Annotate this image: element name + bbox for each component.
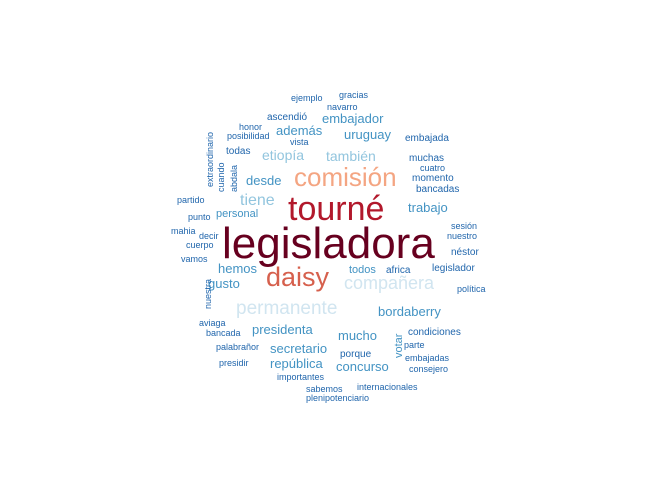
word-presidenta: presidenta	[252, 322, 313, 337]
word-extraordinario: extraordinario	[205, 132, 215, 187]
word-cuerpo: cuerpo	[186, 240, 214, 250]
word-embajada: embajada	[405, 133, 449, 144]
word-sesion: sesión	[451, 221, 477, 231]
word-gracias: gracias	[339, 90, 369, 100]
word-ademas: además	[276, 123, 323, 138]
word-ejemplo: ejemplo	[291, 93, 323, 103]
word-bordaberry: bordaberry	[378, 304, 441, 319]
word-comision: comisión	[294, 162, 397, 192]
word-personal: personal	[216, 208, 258, 220]
word-bancadas: bancadas	[416, 184, 459, 195]
word-companera: compañera	[344, 273, 435, 293]
word-permanente: permanente	[236, 298, 337, 319]
word-africa: africa	[386, 265, 411, 276]
word-nuestro: nuestro	[447, 231, 477, 241]
word-concurso: concurso	[336, 359, 389, 374]
word-hemos: hemos	[218, 261, 258, 276]
word-politica: política	[457, 284, 486, 294]
word-momento: momento	[412, 173, 454, 184]
word-legisladora: legisladora	[222, 219, 435, 268]
word-ascendio: ascendió	[267, 112, 307, 123]
word-trabajo: trabajo	[408, 200, 448, 215]
word-etiopia: etiopía	[262, 147, 304, 163]
word-abdala: abdala	[229, 165, 239, 192]
word-punto: punto	[188, 212, 211, 222]
word-palabranor: palabrañor	[216, 342, 259, 352]
word-tourne: tourné	[288, 190, 384, 228]
word-internacionales: internacionales	[357, 382, 418, 392]
word-desde: desde	[246, 173, 281, 188]
word-tiene: tiene	[240, 192, 275, 209]
word-todos: todos	[349, 264, 376, 276]
word-secretario: secretario	[270, 341, 327, 356]
word-vista: vista	[290, 137, 309, 147]
word-cuando: cuando	[216, 162, 226, 192]
word-votar: votar	[393, 333, 405, 358]
word-tambien: también	[326, 148, 376, 164]
word-todas: todas	[226, 146, 250, 157]
word-navarro: navarro	[327, 102, 358, 112]
word-condiciones: condiciones	[408, 327, 461, 338]
word-honor: honor	[239, 122, 262, 132]
word-bancada: bancada	[206, 328, 241, 338]
word-consejero: consejero	[409, 364, 448, 374]
word-mahia: mahia	[171, 226, 196, 236]
word-republica: república	[270, 356, 324, 371]
word-posibilidad: posibilidad	[227, 131, 270, 141]
word-embajadas: embajadas	[405, 353, 450, 363]
word-gusto: gusto	[208, 276, 240, 291]
word-importantes: importantes	[277, 372, 325, 382]
word-sabemos: sabemos	[306, 384, 343, 394]
word-plenipotenciario: plenipotenciario	[306, 393, 369, 403]
word-uruguay: uruguay	[344, 127, 391, 142]
word-aviaga: aviaga	[199, 318, 226, 328]
word-parte: parte	[404, 340, 425, 350]
word-legislador: legislador	[432, 263, 475, 274]
word-daisy: daisy	[266, 262, 330, 292]
word-nestor: néstor	[451, 247, 479, 258]
word-porque: porque	[340, 349, 372, 360]
word-decir: decir	[199, 231, 219, 241]
word-partido: partido	[177, 195, 205, 205]
word-mucho: mucho	[338, 328, 377, 343]
word-embajador: embajador	[322, 111, 384, 126]
word-cuatro: cuatro	[420, 163, 445, 173]
word-presidir: presidir	[219, 358, 249, 368]
word-muchas: muchas	[409, 153, 444, 164]
word-nuestra: nuestra	[203, 279, 213, 309]
word-vamos: vamos	[181, 254, 208, 264]
